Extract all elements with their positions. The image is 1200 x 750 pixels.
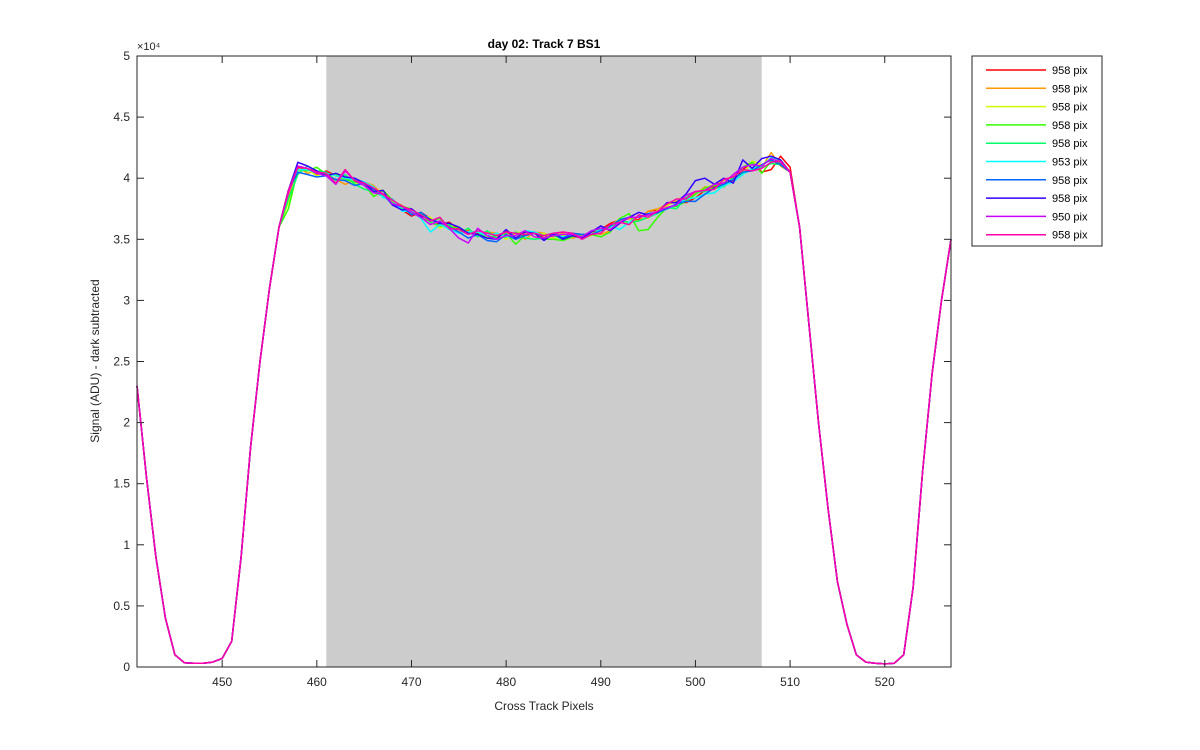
y-axis-exponent: ×10⁴ (137, 41, 161, 53)
legend-entry-label: 958 pix (1052, 175, 1088, 187)
y-tick-label: 5 (123, 49, 130, 63)
legend-entry-label: 958 pix (1052, 138, 1088, 150)
x-tick-label: 500 (685, 675, 705, 689)
legend-entry-label: 958 pix (1052, 83, 1088, 95)
y-tick-label: 2.5 (113, 355, 130, 369)
y-tick-label: 0.5 (113, 599, 130, 613)
legend-entry-label: 958 pix (1052, 120, 1088, 132)
x-tick-label: 470 (401, 675, 421, 689)
legend: 958 pix 958 pix 958 pix 958 pix 958 pix 953 p… (971, 55, 1103, 247)
y-tick-label: 0 (123, 660, 130, 674)
y-tick-label: 1.5 (113, 477, 130, 491)
y-tick-label: 3.5 (113, 232, 130, 246)
x-tick-label: 460 (307, 675, 327, 689)
highlight-region (326, 56, 762, 667)
x-tick-label: 490 (591, 675, 611, 689)
legend-entry-label: 950 pix (1052, 211, 1088, 223)
legend-entry-label: 953 pix (1052, 157, 1088, 169)
y-tick-label: 4.5 (113, 110, 130, 124)
legend-entry-label: 958 pix (1052, 193, 1088, 205)
legend-entry-label: 958 pix (1052, 102, 1088, 114)
y-tick-label: 4 (123, 171, 130, 185)
legend-entry-label: 958 pix (1052, 65, 1088, 77)
chart-title: day 02: Track 7 BS1 (488, 37, 601, 51)
x-axis-label: Cross Track Pixels (494, 699, 593, 713)
y-tick-label: 2 (123, 416, 130, 430)
series-line-10 (136, 160, 952, 665)
ticks-layer: 450 460 470 480 490 500 510 520 0 0.5 1 1.5 2 2.5 3 3.5… (113, 49, 951, 689)
x-tick-label: 520 (875, 675, 895, 689)
x-tick-label: 510 (780, 675, 800, 689)
series-layer (136, 151, 952, 665)
x-tick-label: 480 (496, 675, 516, 689)
x-tick-label: 450 (212, 675, 232, 689)
y-tick-label: 1 (123, 538, 130, 552)
y-axis-label: Signal (ADU) - dark subtracted (88, 279, 102, 442)
legend-entry-label: 958 pix (1052, 230, 1088, 242)
y-tick-label: 3 (123, 293, 130, 307)
